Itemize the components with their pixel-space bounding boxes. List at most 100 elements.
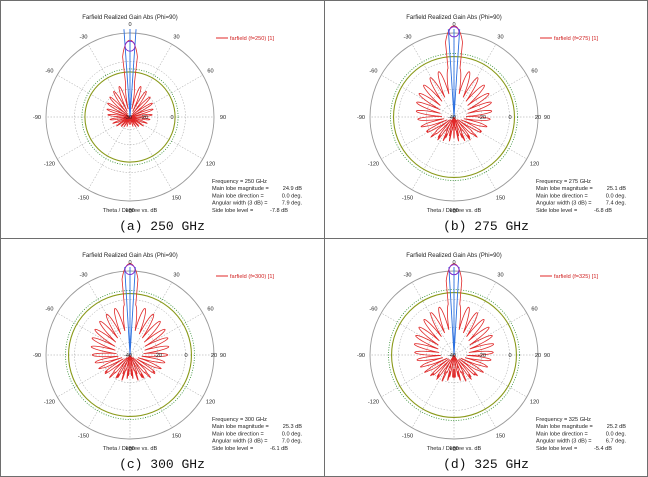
theta-axis-label: Theta / Degree vs. dB <box>427 208 482 214</box>
angle-tick-label: -90 <box>357 115 365 121</box>
grid-spoke <box>87 282 131 356</box>
angle-tick-label: 150 <box>172 434 181 440</box>
theta-axis-label: Theta / Degree vs. dB <box>103 208 158 214</box>
subfigure-caption: (c) 300 GHz <box>119 457 205 472</box>
pattern-series <box>415 25 493 142</box>
angle-tick-label: -30 <box>79 272 87 278</box>
grid-spoke <box>129 354 173 428</box>
angle-tick-label: 0 <box>128 22 131 28</box>
radial-tick-label: -20 <box>140 115 148 121</box>
main-beam-line <box>129 29 137 118</box>
panel-d: Farfield Realized Gain Abs (Phi=90) 0 30 60… <box>325 239 648 476</box>
angle-tick-label: 180 <box>449 446 458 452</box>
angle-tick-label: -60 <box>45 69 53 75</box>
angle-tick-label: 120 <box>206 400 215 406</box>
chart-title: Farfield Realized Gain Abs (Phi=90) <box>82 15 178 21</box>
panel-c: Farfield Realized Gain Abs (Phi=90) 0 30 60… <box>1 239 324 476</box>
angle-tick-label: -60 <box>369 307 377 313</box>
grid-spoke <box>381 74 455 118</box>
angle-tick-label: 180 <box>125 446 134 452</box>
stat-side-lobe-level-label: Side lobe level = <box>212 446 253 452</box>
grid-spoke <box>453 116 497 190</box>
grid-spoke <box>453 44 497 118</box>
stat-main-lobe-direction-value: 0.0 deg. <box>282 431 303 437</box>
subfigure-caption: (a) 250 GHz <box>119 219 205 234</box>
stat-main-lobe-magnitude-label: Main lobe magnitude = <box>536 186 593 192</box>
radial-tick-label: 0 <box>508 115 511 121</box>
angle-tick-label: 90 <box>544 115 550 121</box>
stat-main-lobe-magnitude-label: Main lobe magnitude = <box>536 424 593 430</box>
angle-tick-label: -90 <box>33 353 41 359</box>
angle-tick-label: 120 <box>206 162 215 168</box>
angle-tick-label: 120 <box>530 400 539 406</box>
main-lobe-marker <box>448 264 460 276</box>
grid-spoke <box>381 116 455 160</box>
grid-spoke <box>453 74 527 118</box>
grid-spoke <box>453 282 497 356</box>
main-beam-line <box>453 29 461 118</box>
angle-tick-label: 90 <box>220 353 226 359</box>
stat-main-lobe-magnitude-label: Main lobe magnitude = <box>212 186 269 192</box>
stat-main-lobe-direction-label: Main lobe direction = <box>536 193 588 199</box>
grid-spoke <box>381 312 455 356</box>
angle-tick-label: 30 <box>497 34 503 40</box>
stat-main-lobe-magnitude-label: Main lobe magnitude = <box>212 424 269 430</box>
stat-main-lobe-magnitude-value: 25.2 dB <box>607 424 627 430</box>
stat-angular-width-value: 7.9 deg. <box>282 201 303 207</box>
grid-spoke <box>453 354 527 398</box>
radial-tick-label: 0 <box>170 115 173 121</box>
pattern-series <box>413 263 495 382</box>
angle-tick-label: -60 <box>45 307 53 313</box>
angle-tick-label: 30 <box>497 272 503 278</box>
polar-chart: Farfield Realized Gain Abs (Phi=90)03060… <box>33 15 303 234</box>
radial-tick-label: 20 <box>535 115 541 121</box>
grid-spoke <box>411 282 455 356</box>
grid-spoke <box>453 354 497 428</box>
grid-spoke <box>87 116 131 190</box>
angle-tick-label: 30 <box>173 34 179 40</box>
main-beam-line <box>453 267 460 356</box>
stat-angular-width-label: Angular width (3 dB) = <box>212 201 268 207</box>
angle-tick-label: 0 <box>452 22 455 28</box>
polar-chart: Farfield Realized Gain Abs (Phi=90)03060… <box>33 253 303 472</box>
stat-frequency: Frequency = 275 GHz <box>536 179 591 185</box>
reference-circle-dotted <box>390 53 518 181</box>
stat-angular-width-label: Angular width (3 dB) = <box>212 439 268 445</box>
grid-spoke <box>381 354 455 398</box>
angle-tick-label: -120 <box>44 162 55 168</box>
grid-spoke <box>453 116 527 160</box>
angle-tick-label: -150 <box>402 434 413 440</box>
angle-tick-label: -30 <box>403 272 411 278</box>
angle-tick-label: -30 <box>79 34 87 40</box>
stat-frequency: Frequency = 250 GHz <box>212 179 267 185</box>
main-beam-line <box>123 29 131 118</box>
stat-main-lobe-magnitude-value: 25.1 dB <box>607 186 627 192</box>
stat-side-lobe-level-value: -7.8 dB <box>270 208 288 214</box>
angle-tick-label: 150 <box>496 196 505 202</box>
stat-main-lobe-direction-value: 0.0 deg. <box>282 193 303 199</box>
main-beam-line <box>124 267 131 356</box>
stat-main-lobe-direction-value: 0.0 deg. <box>606 193 627 199</box>
grid-spoke <box>57 312 131 356</box>
radial-tick-label: 20 <box>535 353 541 359</box>
radial-tick-label: -20 <box>478 115 486 121</box>
angle-tick-label: 90 <box>544 353 550 359</box>
angle-tick-label: -120 <box>368 162 379 168</box>
angle-tick-label: 120 <box>530 162 539 168</box>
main-lobe-marker <box>124 40 136 52</box>
stat-main-lobe-magnitude-value: 24.9 dB <box>283 186 303 192</box>
grid-spoke <box>411 116 455 190</box>
grid-spoke <box>129 116 173 190</box>
polar-chart: Farfield Realized Gain Abs (Phi=90)03060… <box>357 15 627 234</box>
stat-side-lobe-level-value: -6.8 dB <box>594 208 612 214</box>
stat-angular-width-value: 7.4 deg. <box>606 201 627 207</box>
main-beam-line <box>447 29 455 118</box>
grid-spoke <box>129 354 203 398</box>
grid-spoke <box>453 312 527 356</box>
stat-angular-width-value: 6.7 deg. <box>606 439 627 445</box>
angle-tick-label: 60 <box>531 69 537 75</box>
angle-tick-label: -150 <box>78 434 89 440</box>
subfigure-caption: (d) 325 GHz <box>443 457 529 472</box>
chart-title: Farfield Realized Gain Abs (Phi=90) <box>406 15 502 21</box>
